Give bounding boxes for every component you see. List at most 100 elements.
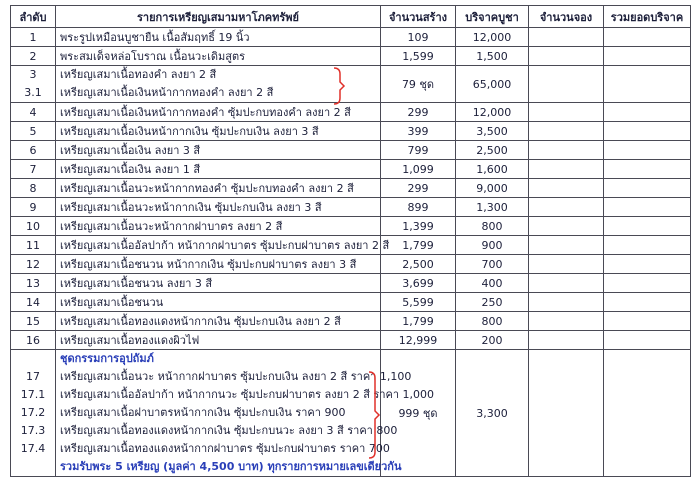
name-cell: พระรูปเหมือนบูชายืน เนื้อสัมฤทธิ์ 19 นิ้…: [55, 27, 381, 47]
table-row: 9 เหรียญเสมาเนื้อนวะหน้ากากเงิน ซุ้มปะกบเ…: [10, 197, 691, 217]
reserve-cell: [528, 159, 604, 179]
price-cell: 3,500: [455, 121, 529, 141]
item-name: เหรียญเสมาเนื้อทองคำ ลงยา 2 สี: [60, 68, 217, 81]
price-cell: 12,000: [455, 27, 529, 47]
total-cell: [603, 121, 691, 141]
column-header: จำนวนจอง: [528, 5, 604, 28]
quantity-cell: 399: [380, 121, 456, 141]
quantity-cell: 299: [380, 178, 456, 198]
total-cell: [603, 349, 691, 477]
no-cell: 11: [10, 235, 56, 255]
total-cell: [603, 235, 691, 255]
column-header: บริจาคบูชา: [455, 5, 529, 28]
spacer: [15, 351, 51, 369]
no-cell: 1: [10, 27, 56, 47]
item-no: 17.4: [20, 442, 46, 455]
total-cell: [603, 311, 691, 331]
price-cell: 1,500: [455, 46, 529, 66]
name-cell: ชุดกรรมการอุปถัมภ์ เหรียญเสมาเนื้อนวะ หน้…: [55, 349, 435, 477]
red-brace: [333, 67, 346, 105]
price-cell: 800: [455, 311, 529, 331]
table-row: 3 3.1 เหรียญเสมาเนื้อทองคำ ลงยา 2 สี เหรียญ…: [10, 65, 691, 105]
price-cell: 65,000: [455, 65, 529, 103]
no-cell: 2: [10, 46, 56, 66]
price-cell: 800: [455, 216, 529, 236]
quantity-cell: 109: [380, 27, 456, 47]
table-row: 14 เหรียญเสมาเนื้อชนวน 5,599 250: [10, 292, 691, 312]
name-cell: เหรียญเสมาเนื้อชนวน: [55, 292, 381, 312]
price-cell: 1,600: [455, 159, 529, 179]
quantity-cell: 999 ชุด: [380, 349, 456, 477]
total-cell: [603, 140, 691, 160]
table-row: 2 พระสมเด็จหล่อโบราณ เนื้อนวะเดิมสูตร 1,59…: [10, 46, 691, 66]
item-name: เหรียญเสมาเนื้อนวะ หน้ากากฝาบาตร ซุ้มปะก…: [60, 370, 412, 383]
table-row: 16 เหรียญเสมาเนื้อทองแดงผิวไฟ 12,999 200: [10, 330, 691, 350]
price-cell: 12,000: [455, 102, 529, 122]
table-row: 17 17.1 17.2 17.3 17.4 ชุดกรรมการอุปถัมภ์ เหรี…: [10, 349, 691, 477]
name-cell: เหรียญเสมาเนื้อเงินหน้ากากทองคำ ซุ้มปะกบ…: [55, 102, 381, 122]
item-no: 17.3: [20, 424, 46, 437]
item-name: เหรียญเสมาเนื้อทองแดงหน้ากากเงิน ซุ้มปะก…: [60, 424, 398, 437]
price-cell: 9,000: [455, 178, 529, 198]
group-note: รวมรับพระ 5 เหรียญ (มูลค่า 4,500 บาท) ทุ…: [60, 460, 402, 473]
reserve-cell: [528, 65, 604, 103]
name-cell: เหรียญเสมาเนื้อเงินหน้ากากเงิน ซุ้มปะกบเ…: [55, 121, 381, 141]
price-table: ลำดับ รายการเหรียญเสมามหาโภคทรัพย์ จำนวนสร…: [10, 5, 691, 477]
price-cell: 2,500: [455, 140, 529, 160]
total-cell: [603, 102, 691, 122]
reserve-cell: [528, 292, 604, 312]
column-header: รวมยอดบริจาค: [603, 5, 691, 28]
reserve-cell: [528, 121, 604, 141]
item-no: 3.1: [24, 86, 42, 99]
column-header: ลำดับ: [10, 5, 56, 28]
table-row: 8 เหรียญเสมาเนื้อนวะหน้ากากทองคำ ซุ้มปะกบ…: [10, 178, 691, 198]
header-row: ลำดับ รายการเหรียญเสมามหาโภคทรัพย์ จำนวนสร…: [10, 5, 691, 28]
reserve-cell: [528, 235, 604, 255]
quantity-cell: 5,599: [380, 292, 456, 312]
reserve-cell: [528, 102, 604, 122]
no-cell: 17 17.1 17.2 17.3 17.4: [10, 349, 56, 477]
name-cell: เหรียญเสมาเนื้อนวะหน้ากากทองคำ ซุ้มปะกบท…: [55, 178, 381, 198]
total-cell: [603, 197, 691, 217]
price-cell: 200: [455, 330, 529, 350]
no-cell: 5: [10, 121, 56, 141]
table-row: 4 เหรียญเสมาเนื้อเงินหน้ากากทองคำ ซุ้มปะก…: [10, 102, 691, 122]
table-wrap: ลำดับ รายการเหรียญเสมามหาโภคทรัพย์ จำนวนสร…: [10, 5, 691, 477]
no-cell: 9: [10, 197, 56, 217]
quantity-cell: 1,799: [380, 311, 456, 331]
quantity-cell: 1,399: [380, 216, 456, 236]
no-cell: 15: [10, 311, 56, 331]
total-cell: [603, 159, 691, 179]
name-cell: เหรียญเสมาเนื้อนวะหน้ากากฝาบาตร ลงยา 2 ส…: [55, 216, 381, 236]
table-row: 1 พระรูปเหมือนบูชายืน เนื้อสัมฤทธิ์ 19 นิ…: [10, 27, 691, 47]
reserve-cell: [528, 27, 604, 47]
table-row: 12 เหรียญเสมาเนื้อชนวน หน้ากากเงิน ซุ้มปะ…: [10, 254, 691, 274]
quantity-cell: 79 ชุด: [380, 65, 456, 103]
reserve-cell: [528, 197, 604, 217]
reserve-cell: [528, 254, 604, 274]
item-no: 17: [26, 370, 40, 383]
name-cell: เหรียญเสมาเนื้อทองแดงผิวไฟ: [55, 330, 381, 350]
item-name: เหรียญเสมาเนื้ออัลปาก้า หน้ากากนวะ ซุ้มป…: [60, 388, 435, 401]
reserve-cell: [528, 140, 604, 160]
quantity-cell: 299: [380, 102, 456, 122]
total-cell: [603, 273, 691, 293]
item-name: เหรียญเสมาเนื้อเงินหน้ากากทองคำ ลงยา 2 ส…: [60, 86, 274, 99]
table-row: 15 เหรียญเสมาเนื้อทองแดงหน้ากากเงิน ซุ้มป…: [10, 311, 691, 331]
item-no: 17.1: [20, 388, 46, 401]
price-cell: 3,300: [455, 349, 529, 477]
no-cell: 7: [10, 159, 56, 179]
name-cell: เหรียญเสมาเนื้อชนวน หน้ากากเงิน ซุ้มปะกบ…: [55, 254, 381, 274]
name-cell: เหรียญเสมาเนื้ออัลปาก้า หน้ากากฝาบาตร ซุ…: [55, 235, 389, 255]
item-no: 17.2: [20, 406, 46, 419]
total-cell: [603, 27, 691, 47]
quantity-cell: 1,799: [380, 235, 456, 255]
name-cell: เหรียญเสมาเนื้อเงิน ลงยา 1 สี: [55, 159, 381, 179]
reserve-cell: [528, 273, 604, 293]
reserve-cell: [528, 46, 604, 66]
table-row: 10 เหรียญเสมาเนื้อนวะหน้ากากฝาบาตร ลงยา 2…: [10, 216, 691, 236]
table-row: 5 เหรียญเสมาเนื้อเงินหน้ากากเงิน ซุ้มปะกบ…: [10, 121, 691, 141]
name-cell: เหรียญเสมาเนื้อนวะหน้ากากเงิน ซุ้มปะกบเง…: [55, 197, 381, 217]
price-cell: 700: [455, 254, 529, 274]
table-body: 1 พระรูปเหมือนบูชายืน เนื้อสัมฤทธิ์ 19 นิ…: [10, 27, 691, 477]
